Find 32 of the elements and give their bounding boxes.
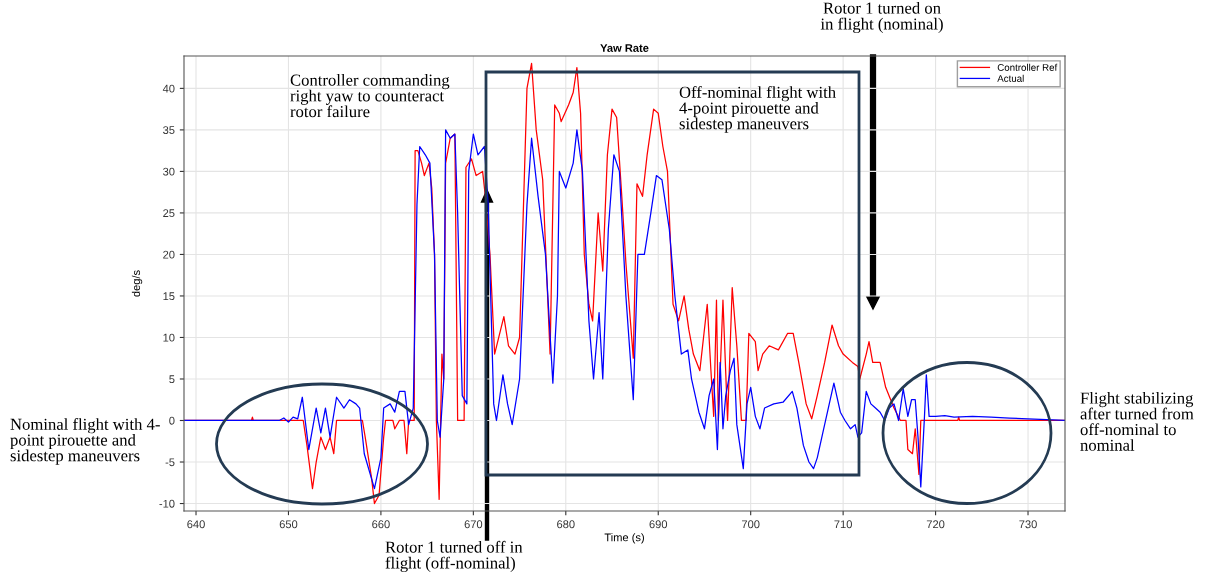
x-tick-label: 730 xyxy=(1019,520,1037,529)
y-tick-label: 15 xyxy=(163,292,175,301)
y-tick-label: 5 xyxy=(169,375,175,384)
legend-label: Controller Ref xyxy=(997,63,1058,71)
y-tick-label: 40 xyxy=(162,84,175,93)
text: Flight stabilizing after turned from off-nominal to nominal xyxy=(1080,392,1194,451)
annotation: Controller commanding right yaw to counteract rotor failure xyxy=(290,74,450,118)
x-tick-label: 660 xyxy=(372,520,390,529)
chart-title: Yaw Rate xyxy=(600,44,649,52)
x-tick-label: 650 xyxy=(279,520,298,529)
text: Rotor 1 turned on in flight (nominal) xyxy=(820,2,943,34)
y-axis-title: deg/s xyxy=(131,270,143,297)
x-axis-title: Time (s) xyxy=(604,533,644,544)
x-tick-label: 710 xyxy=(834,520,852,529)
y-tick-label: 25 xyxy=(163,209,175,218)
y-tick-label: -10 xyxy=(159,499,175,508)
x-tick-label: 720 xyxy=(926,520,945,529)
y-tick-label: 35 xyxy=(163,126,175,135)
y-tick-label: 30 xyxy=(163,167,175,176)
x-tick-label: 670 xyxy=(464,520,483,529)
x-tick-label: 690 xyxy=(649,520,668,529)
x-tick-label: 700 xyxy=(741,520,760,529)
annotation: Off-nominal flight with 4-point pirouette and sidestep maneuvers xyxy=(679,86,836,133)
text: Rotor 1 turned off in flight (off-nominal) xyxy=(385,540,523,573)
y-tick-label: -5 xyxy=(165,458,175,467)
y-tick-label: 0 xyxy=(169,416,175,425)
y-tick-label: 20 xyxy=(163,250,175,259)
x-tick-label: 680 xyxy=(557,520,575,529)
x-tick-label: 640 xyxy=(187,520,205,529)
y-tick-label: 10 xyxy=(163,333,175,342)
legend-label: Actual xyxy=(997,74,1024,82)
text: Nominal flight with 4- point pirouette and sidestep maneuvers xyxy=(10,418,160,465)
